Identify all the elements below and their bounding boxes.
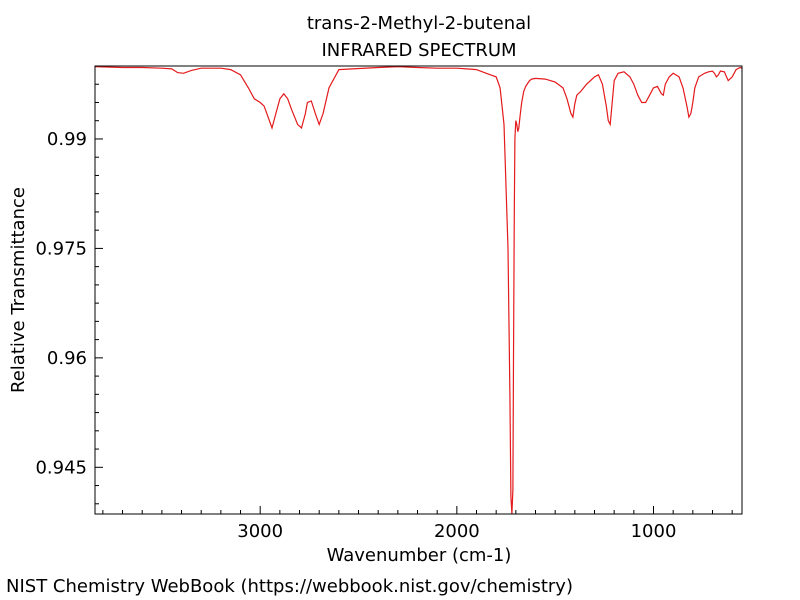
- x-axis-label: Wavenumber (cm-1): [327, 545, 512, 566]
- y-tick-label: 0.945: [35, 457, 87, 478]
- y-tick-label: 0.99: [47, 129, 87, 150]
- spectrum-line: [94, 66, 743, 515]
- y-axis-label: Relative Transmittance: [8, 187, 29, 393]
- plot-frame: [94, 65, 743, 515]
- x-tick-label: 3000: [237, 521, 283, 542]
- x-axis-ticks: 3000 2000 1000: [102, 506, 733, 542]
- y-tick-label: 0.96: [47, 348, 87, 369]
- x-tick-label: 2000: [434, 521, 480, 542]
- chart-subtitle: INFRARED SPECTRUM: [321, 40, 516, 61]
- y-tick-label: 0.975: [35, 238, 87, 259]
- source-credit: NIST Chemistry WebBook (https://webbook.…: [6, 576, 573, 597]
- x-tick-label: 1000: [631, 521, 677, 542]
- chart-title: trans-2-Methyl-2-butenal: [307, 13, 531, 34]
- y-axis-ticks: 0.99 0.975 0.96 0.945: [35, 65, 103, 505]
